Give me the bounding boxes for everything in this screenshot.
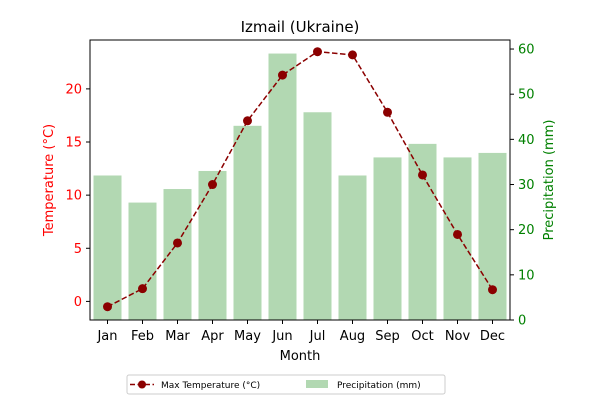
x-tick-label: Feb: [131, 329, 154, 344]
temperature-point-jul: [313, 47, 322, 57]
precipitation-bar-mar: [163, 189, 192, 320]
precipitation-bar-feb: [128, 202, 157, 320]
x-tick-label: Oct: [411, 329, 433, 344]
y-left-tick-label: 5: [74, 242, 82, 257]
legend-frame: [126, 374, 446, 395]
x-tick-label: Jun: [271, 329, 292, 344]
x-tick-label: May: [234, 329, 261, 344]
x-tick-label: Dec: [480, 329, 505, 344]
chart-title: Izmail (Ukraine): [241, 18, 360, 36]
y-left-tick-label: 0: [74, 295, 82, 310]
x-tick-label: Jan: [96, 329, 117, 344]
temperature-point-aug: [348, 50, 357, 60]
x-axis-label: Month: [280, 349, 321, 364]
temperature-point-may: [243, 116, 252, 126]
precipitation-bar-dec: [478, 152, 507, 320]
precipitation-bar-aug: [338, 175, 367, 320]
temperature-point-feb: [138, 284, 147, 294]
x-tick-label: Jul: [309, 329, 326, 344]
y-left-tick-label: 10: [65, 189, 82, 204]
x-axis: Jan Feb Mar Apr May Jun Jul Aug Sep Oct Nov Dec: [96, 320, 505, 344]
precipitation-bar-jun: [268, 53, 297, 320]
temperature-point-oct: [418, 170, 427, 180]
y-right-tick-label: 0: [518, 314, 526, 329]
y-axis-right: 0 10 20 30 40 50 60: [510, 43, 535, 329]
temperature-point-mar: [173, 238, 182, 248]
y-axis-right-label: Precipitation (mm): [542, 120, 557, 241]
y-right-tick-label: 50: [518, 88, 535, 103]
y-right-tick-label: 40: [518, 133, 535, 148]
x-tick-label: Sep: [375, 329, 400, 344]
precipitation-bar-jan: [93, 175, 122, 320]
temperature-point-nov: [453, 229, 462, 239]
precipitation-bar-oct: [408, 143, 437, 320]
y-axis-left-label: Temperature (°C): [42, 124, 57, 237]
plot-frame: [89, 39, 511, 321]
legend-label-precipitation: Precipitation (mm): [337, 381, 421, 391]
x-tick-label: Nov: [445, 329, 471, 344]
x-tick-label: Mar: [165, 329, 190, 344]
y-left-tick-label: 20: [65, 82, 82, 97]
precipitation-bar-jul: [303, 112, 332, 321]
temperature-point-dec: [488, 285, 497, 295]
precipitation-bar-sep: [373, 157, 402, 320]
y-left-tick-label: 15: [65, 136, 82, 151]
legend-label-temperature: Max Temperature (°C): [161, 381, 260, 391]
temperature-point-sep: [383, 107, 392, 117]
legend-bar-swatch: [306, 380, 328, 388]
precipitation-bars: [93, 53, 507, 321]
temperature-point-jun: [278, 70, 287, 80]
legend: Max Temperature (°C) Precipitation (mm): [126, 374, 446, 395]
y-right-tick-label: 30: [518, 178, 535, 193]
legend-line-marker: [138, 380, 146, 389]
x-tick-label: Apr: [201, 329, 224, 344]
x-tick-label: Aug: [340, 329, 365, 344]
y-right-tick-label: 10: [518, 268, 535, 283]
temperature-point-apr: [208, 180, 217, 190]
temperature-series-line: [107, 50, 494, 308]
temperature-line: [103, 47, 497, 312]
temperature-point-jan: [103, 302, 112, 312]
y-axis-left: 0 5 10 15 20: [65, 82, 90, 310]
precipitation-bar-apr: [198, 170, 227, 320]
precipitation-bar-may: [233, 125, 262, 320]
y-right-tick-label: 60: [518, 43, 535, 58]
y-right-tick-label: 20: [518, 223, 535, 238]
